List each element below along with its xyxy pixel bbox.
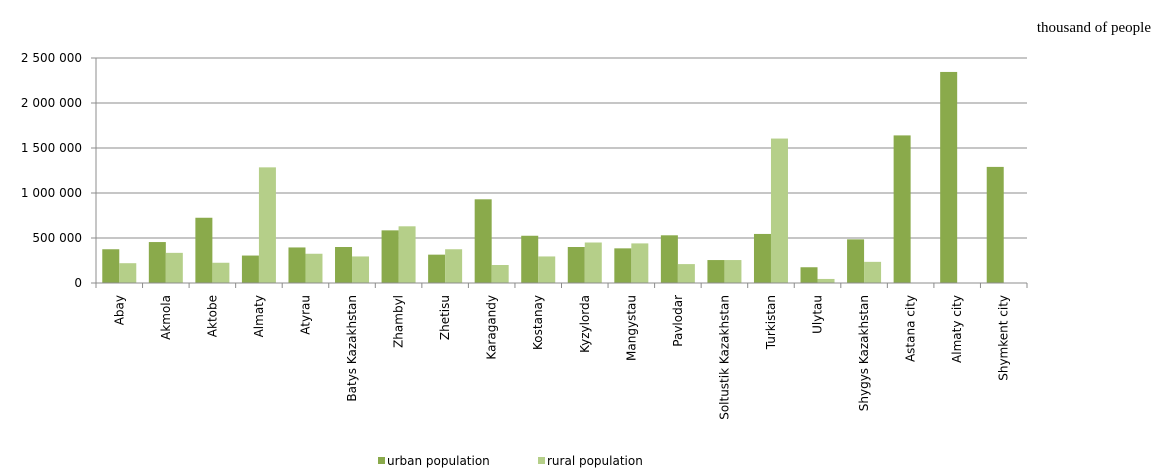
bar-rural-population: [258, 167, 276, 283]
legend-label: urban population: [387, 454, 490, 468]
y-tick-label: 2 000 000: [21, 96, 82, 110]
bar-urban-population: [567, 247, 585, 283]
bars: [102, 71, 1004, 283]
bar-rural-population: [538, 256, 556, 283]
y-tick-label: 1 500 000: [21, 141, 82, 155]
bar-rural-population: [584, 242, 602, 283]
x-tick-label: Pavlodar: [671, 295, 685, 347]
gridlines: [96, 57, 1027, 239]
bar-urban-population: [893, 135, 911, 283]
y-tick-label: 2 500 000: [21, 51, 82, 65]
y-tick-label: 500 000: [32, 231, 82, 245]
bar-rural-population: [305, 253, 323, 283]
bar-rural-population: [491, 265, 509, 283]
unit-note: thousand of people: [1036, 20, 1151, 36]
x-tick-label: Akmola: [159, 295, 173, 340]
bar-rural-population: [817, 278, 835, 283]
x-tick-label: Zhambyl: [392, 295, 406, 348]
bar-rural-population: [165, 252, 183, 283]
x-tick-label: Abay: [112, 295, 126, 325]
legend: urban population rural population: [378, 454, 643, 468]
x-tick-labels: Abay Akmola Aktobe Almaty Atyrau Batys Kazakh…: [112, 295, 1010, 420]
y-tick-labels: 0 500 000 1 000 000 1 500 000 2 000 000 2 500…: [21, 51, 82, 290]
bar-urban-population: [660, 235, 678, 283]
bar-rural-population: [212, 262, 230, 283]
bar-urban-population: [986, 166, 1004, 283]
y-tick-label: 1 000 000: [21, 186, 82, 200]
x-tick-label: Mangystau: [624, 295, 638, 361]
bar-rural-population: [864, 261, 882, 283]
x-tick-label: Almaty: [252, 295, 266, 337]
x-tick-label: Shymkent city: [997, 295, 1011, 381]
x-tick-label: Atyrau: [298, 295, 312, 335]
bar-rural-population: [770, 138, 788, 283]
y-tick-label: 0: [74, 276, 82, 290]
bar-urban-population: [753, 233, 771, 283]
bar-urban-population: [614, 248, 632, 283]
bar-rural-population: [724, 260, 742, 283]
x-tick-label: Turkistan: [764, 295, 778, 350]
bar-urban-population: [195, 217, 213, 283]
x-tick-label: Batys Kazakhstan: [345, 295, 359, 402]
legend-swatch: [538, 457, 545, 464]
x-tick-label: Kyzylorda: [578, 295, 592, 353]
bar-urban-population: [847, 239, 865, 283]
bar-urban-population: [381, 230, 399, 283]
x-tick-label: Zhetisu: [438, 295, 452, 340]
bar-urban-population: [335, 247, 353, 283]
axes: [91, 57, 1028, 288]
bar-urban-population: [940, 71, 958, 283]
bar-urban-population: [800, 267, 818, 283]
bar-rural-population: [631, 243, 649, 283]
x-tick-label: Ulytau: [811, 295, 825, 334]
bar-urban-population: [707, 260, 725, 283]
bar-urban-population: [241, 255, 259, 283]
bar-rural-population: [352, 256, 370, 283]
x-tick-label: Karagandy: [485, 295, 499, 360]
legend-label: rural population: [547, 454, 643, 468]
x-tick-label: Astana city: [904, 295, 918, 362]
bar-urban-population: [102, 249, 120, 283]
bar-rural-population: [677, 264, 695, 283]
bar-rural-population: [398, 226, 416, 283]
x-tick-label: Shygys Kazakhstan: [857, 295, 871, 411]
x-tick-label: Aktobe: [205, 295, 219, 337]
bar-urban-population: [521, 235, 539, 283]
x-tick-label: Almaty city: [950, 295, 964, 363]
bar-urban-population: [148, 242, 166, 283]
bar-urban-population: [428, 254, 446, 283]
bar-urban-population: [474, 199, 492, 283]
x-tick-label: Soltustik Kazakhstan: [717, 295, 731, 420]
bar-rural-population: [445, 249, 463, 283]
bar-urban-population: [288, 247, 306, 283]
bar-rural-population: [119, 263, 137, 283]
legend-swatch: [378, 457, 385, 464]
x-tick-label: Kostanay: [531, 295, 545, 350]
